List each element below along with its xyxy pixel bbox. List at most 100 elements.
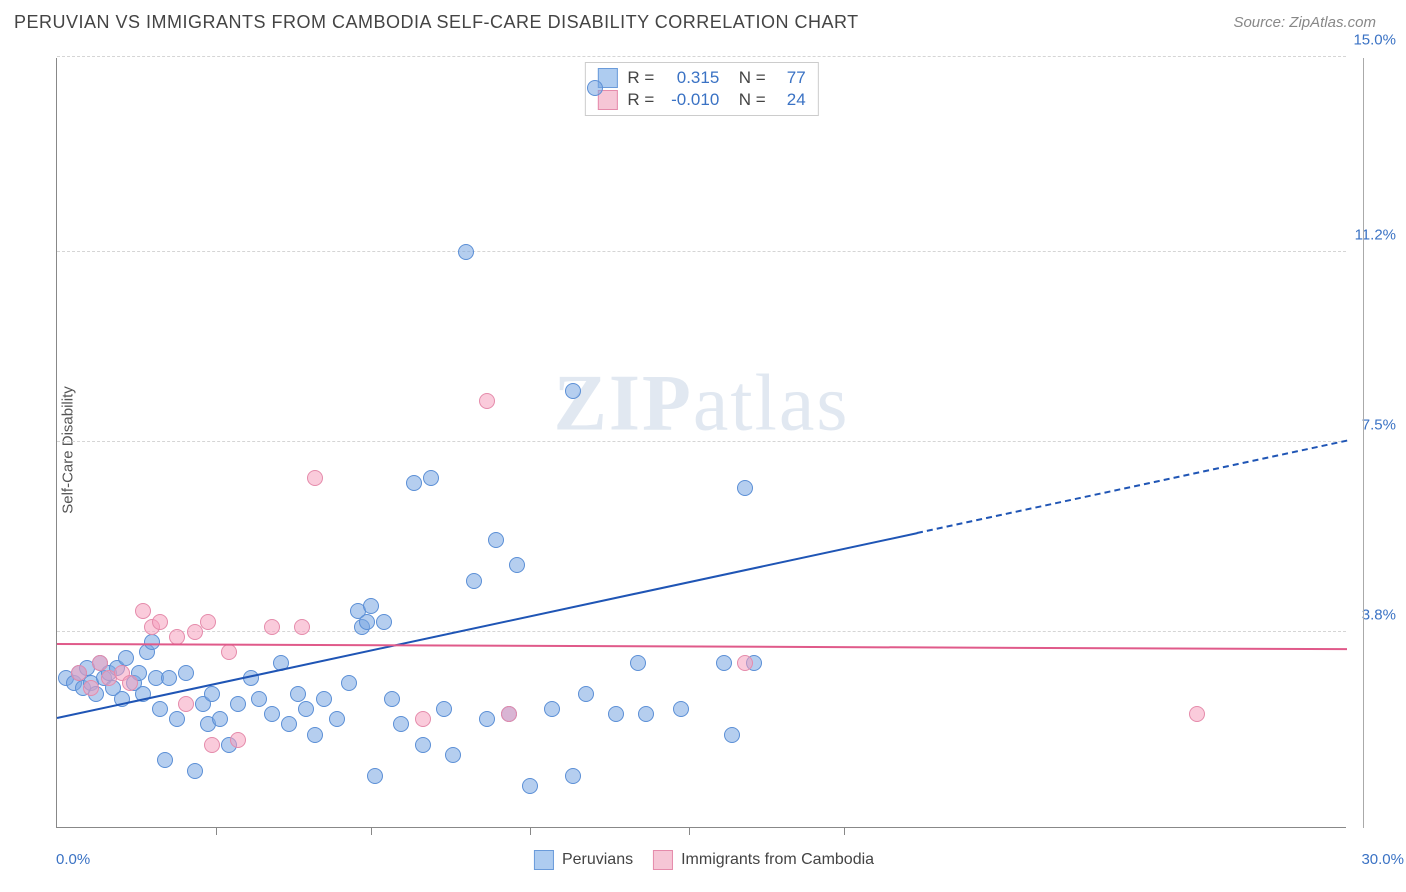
y-tick-label: 11.2% [1355, 227, 1396, 244]
scatter-point [264, 619, 280, 635]
stat-n-label: N = [729, 68, 765, 88]
scatter-point [122, 675, 138, 691]
x-tick [530, 827, 531, 835]
scatter-point [212, 711, 228, 727]
gridline [57, 251, 1346, 252]
scatter-point [157, 752, 173, 768]
scatter-point [376, 614, 392, 630]
scatter-point [230, 732, 246, 748]
stat-row: R = -0.010 N = 24 [597, 89, 805, 111]
legend-label: Immigrants from Cambodia [681, 851, 874, 869]
scatter-point [415, 737, 431, 753]
x-axis-min-label: 0.0% [56, 851, 90, 868]
scatter-point [298, 701, 314, 717]
scatter-point [522, 778, 538, 794]
scatter-point [307, 727, 323, 743]
scatter-point [1189, 706, 1205, 722]
scatter-point [200, 614, 216, 630]
scatter-point [83, 680, 99, 696]
scatter-point [479, 393, 495, 409]
scatter-point [135, 603, 151, 619]
scatter-point [307, 470, 323, 486]
scatter-point [578, 686, 594, 702]
stat-n-value: 24 [776, 90, 806, 110]
scatter-point [384, 691, 400, 707]
gridline [57, 56, 1346, 57]
scatter-point [204, 686, 220, 702]
scatter-point [152, 614, 168, 630]
scatter-point [673, 701, 689, 717]
scatter-point [544, 701, 560, 717]
y-tick-label: 3.8% [1362, 606, 1396, 623]
scatter-point [445, 747, 461, 763]
legend-swatch [653, 850, 673, 870]
plot-area: ZIPatlas R =0.315 N =77R =-0.010 N =24 3… [56, 58, 1346, 828]
plot-right-border [1363, 58, 1364, 828]
scatter-point [294, 619, 310, 635]
scatter-point [329, 711, 345, 727]
chart-title: PERUVIAN VS IMMIGRANTS FROM CAMBODIA SEL… [14, 12, 859, 33]
scatter-point [724, 727, 740, 743]
stat-r-label: R = [627, 90, 654, 110]
scatter-point [187, 763, 203, 779]
scatter-point [316, 691, 332, 707]
scatter-point [423, 470, 439, 486]
stat-n-label: N = [729, 90, 765, 110]
watermark: ZIPatlas [554, 359, 850, 450]
scatter-point [716, 655, 732, 671]
stat-row: R =0.315 N =77 [597, 67, 805, 89]
chart-container: Self-Care Disability ZIPatlas R =0.315 N… [14, 40, 1394, 860]
scatter-point [71, 665, 87, 681]
scatter-point [501, 706, 517, 722]
scatter-point [436, 701, 452, 717]
y-tick-label: 7.5% [1362, 417, 1396, 434]
x-tick [371, 827, 372, 835]
legend-swatch [534, 850, 554, 870]
legend-label: Peruvians [562, 851, 633, 869]
bottom-legend: Peruvians Immigrants from Cambodia [534, 850, 874, 870]
trend-line [57, 532, 917, 719]
stat-n-value: 77 [776, 68, 806, 88]
legend-item: Peruvians [534, 850, 633, 870]
trend-line [57, 643, 1347, 650]
scatter-point [466, 573, 482, 589]
scatter-point [290, 686, 306, 702]
scatter-point [638, 706, 654, 722]
scatter-point [204, 737, 220, 753]
scatter-point [118, 650, 134, 666]
scatter-point [178, 665, 194, 681]
scatter-point [565, 768, 581, 784]
source-attribution: Source: ZipAtlas.com [1233, 14, 1376, 31]
scatter-point [587, 80, 603, 96]
scatter-point [737, 480, 753, 496]
scatter-point [230, 696, 246, 712]
x-axis-max-label: 30.0% [1361, 851, 1404, 868]
x-tick [844, 827, 845, 835]
gridline [57, 441, 1346, 442]
scatter-point [359, 614, 375, 630]
scatter-point [458, 244, 474, 260]
scatter-point [152, 701, 168, 717]
scatter-point [488, 532, 504, 548]
scatter-point [341, 675, 357, 691]
x-tick [689, 827, 690, 835]
scatter-point [264, 706, 280, 722]
scatter-point [144, 634, 160, 650]
scatter-point [479, 711, 495, 727]
scatter-point [281, 716, 297, 732]
scatter-point [367, 768, 383, 784]
scatter-point [630, 655, 646, 671]
scatter-point [565, 383, 581, 399]
stats-legend: R =0.315 N =77R =-0.010 N =24 [584, 62, 818, 116]
x-tick [216, 827, 217, 835]
y-tick-label: 15.0% [1353, 32, 1396, 49]
scatter-point [221, 644, 237, 660]
stat-r-value: -0.010 [664, 90, 719, 110]
scatter-point [608, 706, 624, 722]
scatter-point [363, 598, 379, 614]
scatter-point [178, 696, 194, 712]
gridline [57, 631, 1346, 632]
scatter-point [92, 655, 108, 671]
scatter-point [737, 655, 753, 671]
scatter-point [251, 691, 267, 707]
